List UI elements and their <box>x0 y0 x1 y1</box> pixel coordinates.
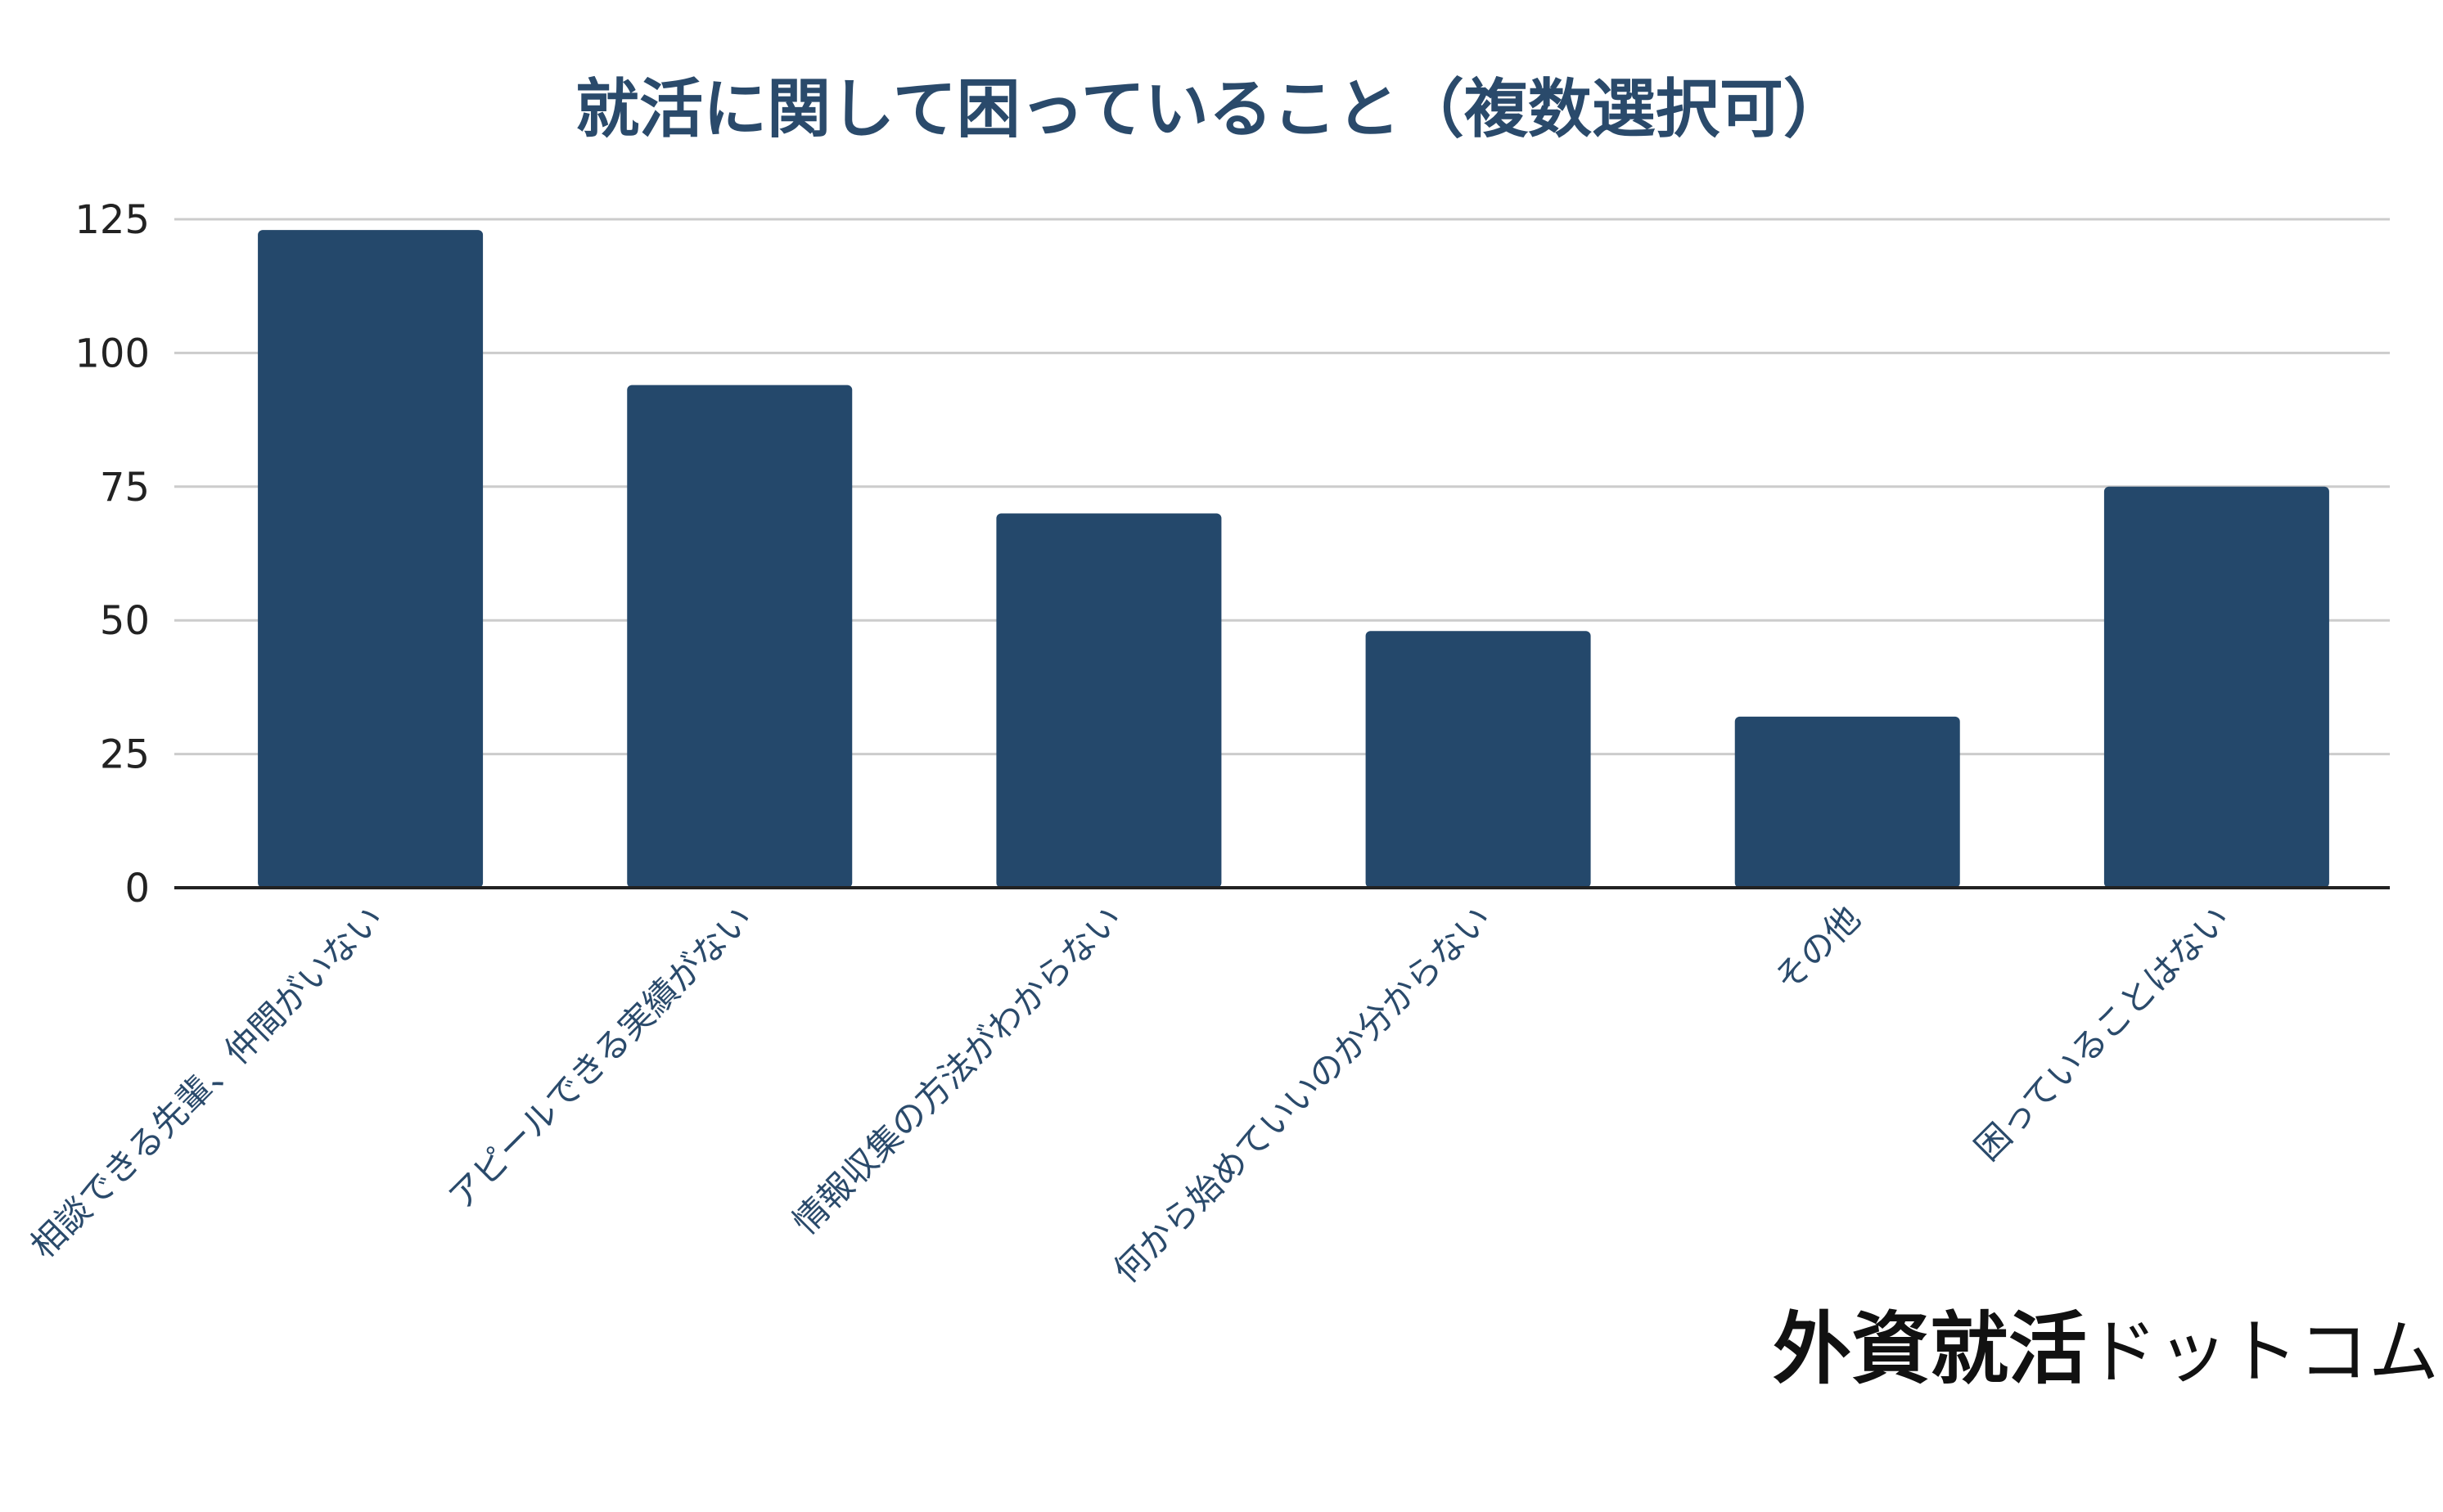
x-tick-label: 何から始めていいのか分からない <box>1106 898 1499 1290</box>
y-tick-label: 100 <box>74 331 150 376</box>
bar <box>996 513 1222 888</box>
x-tick-label: アピールできる実績がない <box>440 898 759 1217</box>
bar <box>258 230 484 888</box>
y-tick-label: 75 <box>100 465 150 511</box>
x-axis-labels: 相談できる先輩、仲間がいない アピールできる実績がない 情報収集の方法がわからない何… <box>23 898 2238 1290</box>
bar <box>627 385 853 889</box>
y-tick-label: 50 <box>100 598 150 644</box>
bar <box>2103 486 2329 888</box>
x-tick-label: 相談できる先輩、仲間がいない <box>23 898 391 1266</box>
y-tick-label: 125 <box>74 197 150 243</box>
bars <box>258 230 2329 889</box>
brand-logo-main: 外資就活 <box>1773 1303 2087 1395</box>
x-tick-label: その他 <box>1767 898 1868 999</box>
y-axis-ticks: 0 25 50 75 100 125 <box>74 197 150 911</box>
bar <box>1734 716 1960 888</box>
brand-logo: 外資就活 ドットコム <box>1773 1303 2439 1395</box>
x-tick-label: 情報収集の方法がわからない <box>785 898 1129 1242</box>
gridlines <box>174 218 2390 756</box>
chart-title: 就活に関して困っていること（複数選択可） <box>575 73 1847 146</box>
y-tick-label: 25 <box>100 732 150 778</box>
bar <box>1365 631 1591 888</box>
x-tick-label: 困っていることはない <box>1967 898 2237 1168</box>
y-tick-label: 0 <box>124 866 150 911</box>
brand-logo-sub: ドットコム <box>2087 1312 2439 1393</box>
